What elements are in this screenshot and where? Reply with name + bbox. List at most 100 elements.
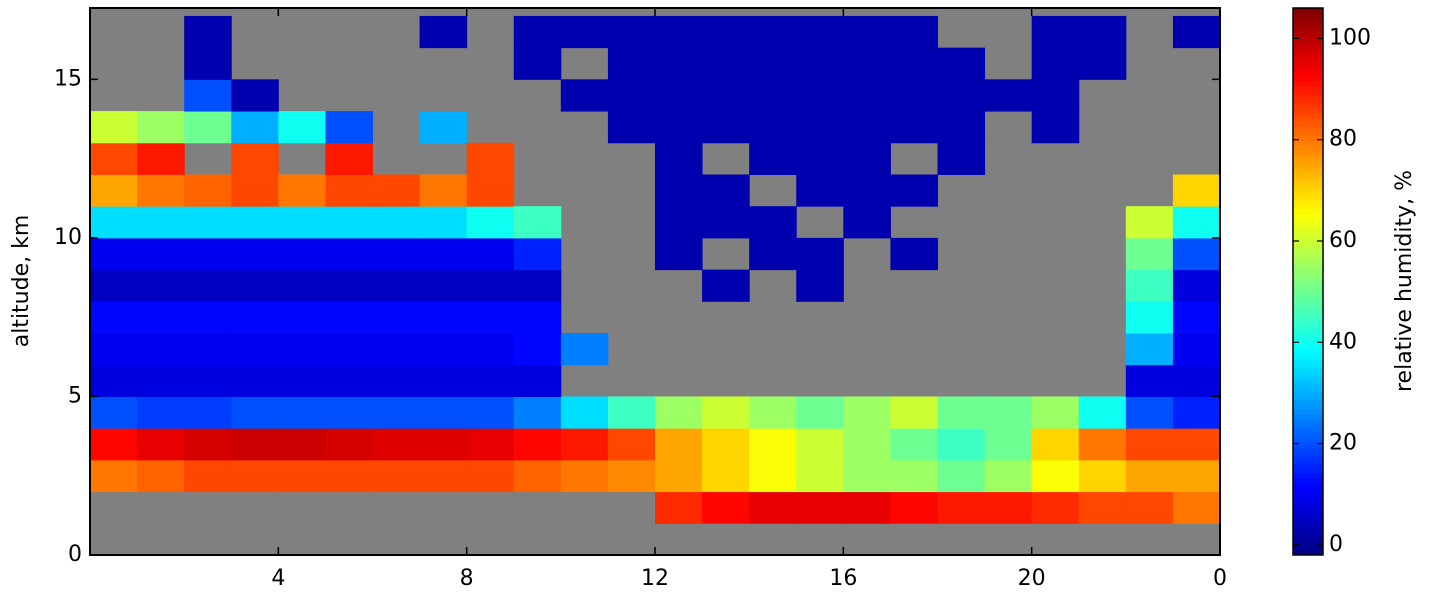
- heatmap-cell: [1125, 364, 1174, 397]
- heatmap-cell: [1078, 459, 1127, 493]
- heatmap-cell: [278, 174, 326, 207]
- heatmap-cell: [278, 206, 326, 239]
- heatmap-cell: [137, 174, 185, 207]
- heatmap-cell: [1031, 491, 1080, 524]
- heatmap-cell: [137, 237, 185, 271]
- heatmap-cell: [937, 459, 986, 493]
- heatmap-cell: [184, 237, 232, 271]
- heatmap-cell: [607, 79, 656, 112]
- y-tick-label: 15: [54, 66, 82, 91]
- colorbar-swatch: [1293, 281, 1323, 287]
- heatmap-cell: [1125, 491, 1174, 524]
- colorbar-swatch: [1293, 372, 1323, 378]
- heatmap-cell: [419, 206, 468, 239]
- colorbar-swatch: [1293, 153, 1323, 159]
- heatmap-cell: [325, 111, 373, 144]
- heatmap-cell: [325, 333, 373, 366]
- colorbar-swatch: [1293, 121, 1323, 128]
- heatmap-cell: [1125, 269, 1174, 302]
- heatmap-cell: [325, 396, 373, 429]
- colorbar-swatch: [1293, 158, 1323, 164]
- y-tick-label: 0: [68, 542, 82, 567]
- heatmap-cell: [137, 396, 185, 429]
- colorbar-swatch: [1293, 331, 1323, 337]
- heatmap-cell: [419, 396, 468, 429]
- colorbar-tick-label: 20: [1329, 431, 1357, 456]
- colorbar: 0 20 40 60 80 100: [1293, 8, 1371, 557]
- colorbar-swatch: [1293, 172, 1323, 178]
- heatmap-cell: [984, 459, 1033, 493]
- heatmap-cell: [90, 364, 138, 397]
- heatmap-cell: [1172, 269, 1221, 302]
- heatmap-cell: [702, 396, 750, 429]
- heatmap-cell: [419, 269, 468, 302]
- colorbar-swatch: [1293, 541, 1323, 547]
- heatmap-cell: [1172, 206, 1221, 239]
- heatmap-cell: [796, 269, 844, 302]
- heatmap-cell: [278, 111, 326, 144]
- colorbar-swatch: [1293, 486, 1323, 492]
- colorbar-swatch: [1293, 459, 1323, 465]
- heatmap-cell: [1078, 491, 1127, 524]
- heatmap-cell: [325, 142, 373, 175]
- heatmap-cell: [419, 459, 468, 493]
- colorbar-swatch: [1293, 272, 1323, 278]
- heatmap-cell: [184, 333, 232, 366]
- colorbar-tick-label: 0: [1329, 532, 1343, 557]
- heatmap-cell: [184, 364, 232, 397]
- x-tick-label: 16: [829, 566, 857, 591]
- heatmap-cell: [184, 459, 232, 493]
- colorbar-swatch: [1293, 450, 1323, 456]
- heatmap-cell: [419, 111, 468, 144]
- axes: 4 8 12 16 20 0 0 5 10 15: [54, 8, 1227, 591]
- colorbar-swatch: [1293, 112, 1323, 118]
- heatmap-cell: [890, 491, 938, 524]
- heatmap-cell: [231, 206, 279, 239]
- heatmap-cell: [655, 237, 703, 271]
- heatmap-cell: [796, 428, 844, 461]
- heatmap-cell: [325, 269, 373, 302]
- colorbar-swatch: [1293, 418, 1323, 424]
- heatmap-cell: [843, 174, 891, 207]
- heatmap-cell: [937, 79, 986, 112]
- heatmap-cell: [325, 174, 373, 207]
- heatmap-cell: [655, 491, 703, 524]
- colorbar-swatch: [1293, 245, 1323, 251]
- heatmap-cell: [231, 111, 279, 144]
- heatmap-cell: [749, 111, 797, 144]
- colorbar-swatch: [1293, 140, 1323, 146]
- colorbar-swatch: [1293, 504, 1323, 510]
- x-tick-label: 20: [1018, 566, 1046, 591]
- colorbar-swatch: [1293, 162, 1323, 169]
- heatmap-cell: [372, 301, 421, 334]
- colorbar-swatch: [1293, 222, 1323, 228]
- heatmap-cell: [466, 206, 515, 239]
- y-tick-label: 5: [68, 383, 82, 408]
- heatmap-cell: [655, 47, 703, 80]
- heatmap-cell: [843, 79, 891, 112]
- colorbar-swatch: [1293, 71, 1323, 77]
- heatmap-cell: [278, 269, 326, 302]
- colorbar-swatch: [1293, 313, 1323, 319]
- heatmap-cell: [937, 111, 986, 144]
- colorbar-swatch: [1293, 445, 1323, 451]
- colorbar-swatch: [1293, 395, 1323, 401]
- heatmap-cell: [513, 47, 562, 80]
- colorbar-swatch: [1293, 49, 1323, 55]
- colorbar-swatch: [1293, 472, 1323, 479]
- heatmap-cell: [325, 459, 373, 493]
- colorbar-swatch: [1293, 12, 1323, 18]
- heatmap-cell: [655, 206, 703, 239]
- heatmap-cell: [466, 301, 515, 334]
- heatmap-cell: [890, 428, 938, 461]
- colorbar-swatch: [1293, 44, 1323, 50]
- colorbar-swatch: [1293, 226, 1323, 232]
- colorbar-swatch: [1293, 85, 1323, 91]
- colorbar-swatch: [1293, 527, 1323, 533]
- heatmap-cell: [655, 174, 703, 207]
- heatmap-cell: [278, 237, 326, 271]
- colorbar-label: relative humidity, %: [1392, 170, 1417, 392]
- heatmap-cell: [937, 491, 986, 524]
- colorbar-tick-label: 60: [1329, 228, 1357, 253]
- colorbar-swatch: [1293, 185, 1323, 191]
